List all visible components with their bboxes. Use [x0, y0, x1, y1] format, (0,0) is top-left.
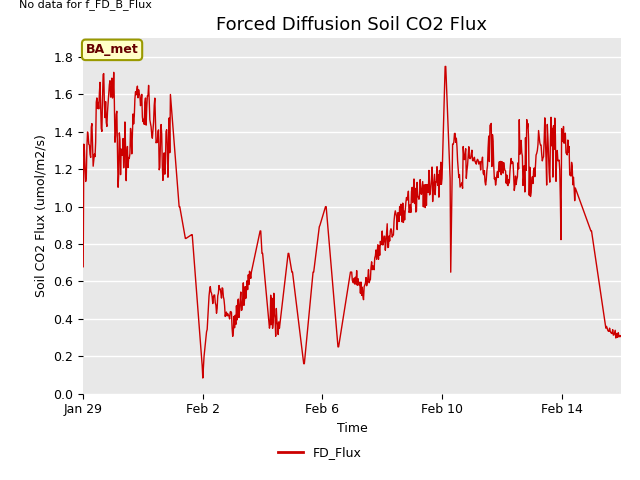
X-axis label: Time: Time [337, 422, 367, 435]
Legend: FD_Flux: FD_Flux [273, 441, 367, 464]
Text: No data for f_FD_B_Flux: No data for f_FD_B_Flux [19, 0, 152, 10]
Title: Forced Diffusion Soil CO2 Flux: Forced Diffusion Soil CO2 Flux [216, 16, 488, 34]
Y-axis label: Soil CO2 Flux (umol/m2/s): Soil CO2 Flux (umol/m2/s) [35, 134, 48, 298]
Text: BA_met: BA_met [86, 43, 138, 56]
